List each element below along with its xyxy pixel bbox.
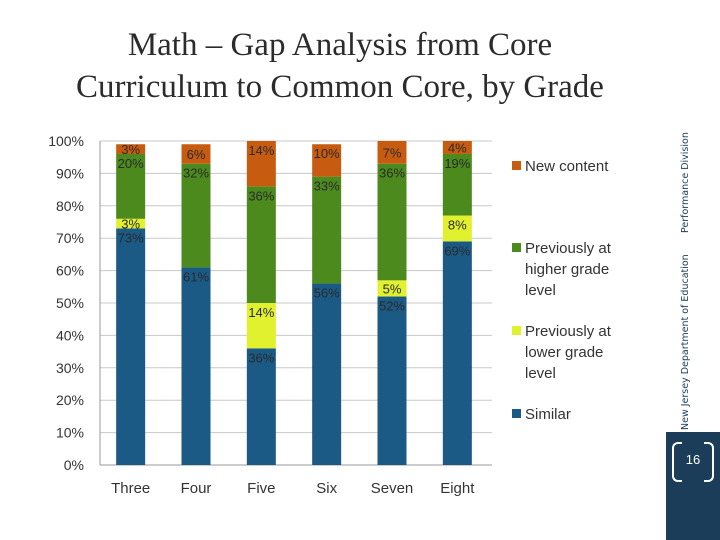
data-label: 32% [183,166,209,181]
legend-label: level [525,365,556,382]
y-tick-label: 60% [56,263,84,279]
sidebar-text-strip [666,0,720,432]
data-label: 3% [121,142,140,157]
y-tick-label: 40% [56,327,84,343]
y-tick-label: 80% [56,198,84,214]
data-label: 33% [314,179,340,194]
bracket-right-icon [704,442,714,482]
bar-segment-similar [246,348,276,465]
data-label: 7% [383,145,402,160]
y-tick-label: 70% [56,230,84,246]
legend-swatch-higher [512,243,521,252]
legend-label: New content [525,158,609,175]
data-label: 36% [379,166,405,181]
bar-segment-similar [116,228,146,465]
bar-segment-new [442,141,472,154]
data-label: 61% [183,269,209,284]
slide-title-line-2: Curriculum to Common Core, by Grade [76,69,604,105]
legend-label: Previously at [525,323,612,340]
y-tick-label: 10% [56,425,84,441]
y-tick-label: 90% [56,165,84,181]
slide-title-line-1: Math – Gap Analysis from Core [127,27,553,63]
bar-segment-new [377,141,407,164]
data-label: 4% [448,140,467,155]
bar-segment-higher [442,153,472,216]
data-label: 36% [248,350,274,365]
legend-label: Similar [525,406,571,423]
bar-segment-similar [377,296,407,465]
bar-segment-new [116,144,146,154]
bar-segment-higher [116,153,146,219]
x-category-label: Five [247,480,275,497]
bracket-left-icon [672,442,682,482]
page-number: 16 [685,452,701,467]
slide-title: Math – Gap Analysis from Core Curriculum… [20,24,660,108]
data-label: 56% [314,286,340,301]
y-tick-label: 0% [64,457,84,473]
data-label: 10% [314,146,340,161]
bar-segment-higher [181,163,211,268]
data-label: 52% [379,299,405,314]
bar-segment-higher [312,176,342,284]
bar-segment-new [312,144,342,177]
x-category-label: Eight [440,480,475,497]
bar-segment-similar [181,267,211,465]
legend-swatch-lower [512,326,521,335]
legend-swatch-new [512,161,521,170]
x-category-label: Six [316,480,337,497]
data-label: 73% [118,230,144,245]
bar-segment-higher [246,186,276,303]
legend-swatch-similar [512,409,521,418]
bar-segment-new [181,144,211,164]
bar-segment-similar [442,241,472,465]
sidebar-division-label: Performance Division [680,132,691,233]
legend-label: Previously at [525,240,612,257]
data-label: 8% [448,218,467,233]
sidebar-org-label: New Jersey Department of Education [680,254,691,430]
data-label: 3% [121,217,140,232]
page-number-badge: 16 [672,442,714,482]
stacked-bar-chart: 0%10%20%30%40%50%60%70%80%90%100%73%3%20… [48,133,612,497]
data-label: 36% [248,188,274,203]
legend-label: lower grade [525,344,603,361]
x-category-label: Four [181,480,212,497]
data-label: 14% [248,143,274,158]
data-label: 19% [444,156,470,171]
y-tick-label: 20% [56,392,84,408]
data-label: 69% [444,243,470,258]
data-label: 6% [187,147,206,162]
bar-segment-new [246,141,276,187]
y-tick-label: 30% [56,360,84,376]
legend-label: level [525,282,556,299]
x-category-label: Three [111,480,150,497]
bar-segment-lower [442,215,472,242]
bar-segment-lower [377,280,407,297]
y-tick-label: 100% [48,133,84,149]
sidebar-vertical-text: New Jersey Department of Education Perfo… [672,0,712,432]
data-label: 5% [383,281,402,296]
bar-segment-higher [377,163,407,281]
bar-segment-similar [312,283,342,465]
data-label: 14% [248,305,274,320]
data-label: 20% [118,156,144,171]
bar-segment-lower [246,303,276,349]
x-category-label: Seven [371,480,414,497]
legend-label: higher grade [525,261,609,278]
bar-segment-lower [116,218,146,229]
y-tick-label: 50% [56,295,84,311]
